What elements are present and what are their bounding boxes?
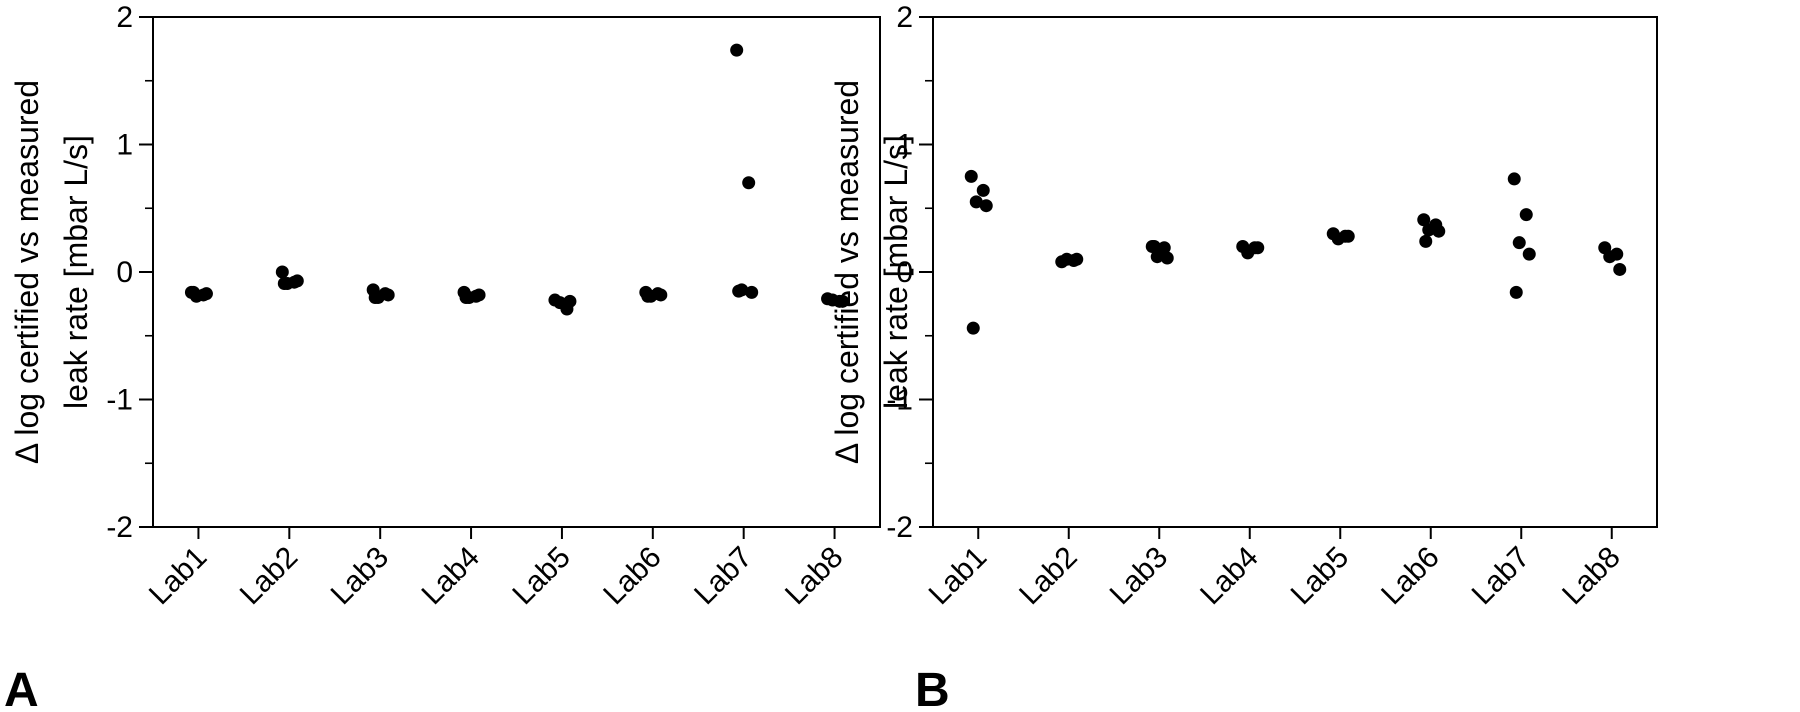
data-point (745, 285, 759, 299)
data-point (969, 195, 983, 209)
data-point (1512, 236, 1526, 250)
data-point (368, 291, 382, 304)
x-category-label: Lab1 (143, 541, 214, 612)
x-category-label: Lab1 (923, 541, 994, 612)
y-tick-label: -2 (886, 511, 913, 544)
y-axis-label: Δ log certified vs measured (829, 80, 865, 464)
data-point (730, 43, 744, 57)
data-point (1147, 240, 1161, 253)
data-point (1251, 241, 1265, 255)
data-point (979, 199, 993, 213)
x-category-label: Lab7 (1466, 541, 1537, 612)
y-tick-label: 1 (896, 129, 913, 162)
data-point (964, 169, 978, 183)
plot-area-frame (152, 16, 881, 528)
panel-A: -2 -1 0 1 2 Lab1 Lab2 Lab3 Lab4 Lab5 Lab6 Lab7 Lab8 Δ… (4, 1, 881, 712)
data-point (1331, 232, 1345, 246)
data-point (199, 287, 213, 301)
panel-letter: A (4, 664, 39, 712)
y-axis-label: leak rate [mbar L/s] (878, 135, 914, 409)
x-category-label: Lab2 (1013, 541, 1084, 612)
y-tick-label: 0 (896, 256, 913, 289)
data-point (1522, 247, 1536, 261)
data-point (836, 294, 850, 308)
x-category-label: Lab8 (1556, 541, 1627, 612)
data-point (1507, 172, 1521, 186)
panel-letter: B (915, 664, 950, 712)
data-point (732, 284, 746, 298)
y-tick-label: -1 (106, 384, 133, 417)
data-point (1613, 262, 1627, 276)
data-point (1341, 229, 1355, 243)
x-category-label: Lab4 (415, 541, 486, 612)
data-point (290, 274, 304, 288)
data-point (826, 293, 840, 307)
data-point (277, 276, 291, 290)
panel-B: -2 -1 0 1 2 Lab1 Lab2 Lab3 Lab4 Lab5 Lab6 Lab7 Lab8 Δ… (829, 1, 1658, 712)
data-point (1519, 208, 1533, 222)
data-point (641, 289, 655, 303)
data-point (1241, 246, 1255, 260)
x-category-label: Lab5 (506, 541, 577, 612)
data-point (654, 288, 668, 302)
y-tick-label: -1 (886, 384, 913, 417)
x-category-label: Lab3 (325, 541, 396, 612)
data-point (553, 296, 567, 310)
data-point (1160, 251, 1174, 265)
y-tick-label: 1 (116, 129, 133, 162)
x-category-label: Lab3 (1104, 541, 1175, 612)
data-point (742, 176, 756, 190)
x-category-label: Lab4 (1194, 541, 1265, 612)
data-point (1422, 223, 1436, 237)
data-point (1417, 213, 1431, 227)
data-point (1150, 250, 1164, 264)
y-tick-label: -2 (106, 511, 133, 544)
plot-area-frame (932, 16, 1658, 528)
data-point (966, 321, 980, 335)
y-axis-label: Δ log certified vs measured (9, 80, 45, 464)
x-category-label: Lab5 (1285, 541, 1356, 612)
y-tick-label: 2 (896, 1, 913, 34)
data-point (459, 291, 473, 304)
y-tick-label: 2 (116, 1, 133, 34)
data-point (976, 183, 990, 197)
data-point (1509, 285, 1523, 299)
x-category-label: Lab6 (1375, 541, 1446, 612)
data-point (186, 285, 200, 299)
data-point (381, 288, 395, 302)
data-point (1060, 252, 1074, 266)
y-axis-label: leak rate [mbar L/s] (58, 135, 94, 409)
data-point (1157, 241, 1171, 255)
data-point (1432, 224, 1446, 238)
data-point (1419, 234, 1433, 248)
data-point (1603, 250, 1617, 264)
data-point (275, 265, 289, 279)
x-category-label: Lab2 (234, 541, 305, 612)
data-point (563, 294, 577, 308)
x-category-label: Lab7 (688, 541, 759, 612)
x-category-label: Lab6 (597, 541, 668, 612)
data-point (1070, 252, 1084, 266)
y-tick-label: 0 (116, 256, 133, 289)
x-category-label: Lab8 (779, 541, 850, 612)
data-point (472, 288, 486, 302)
